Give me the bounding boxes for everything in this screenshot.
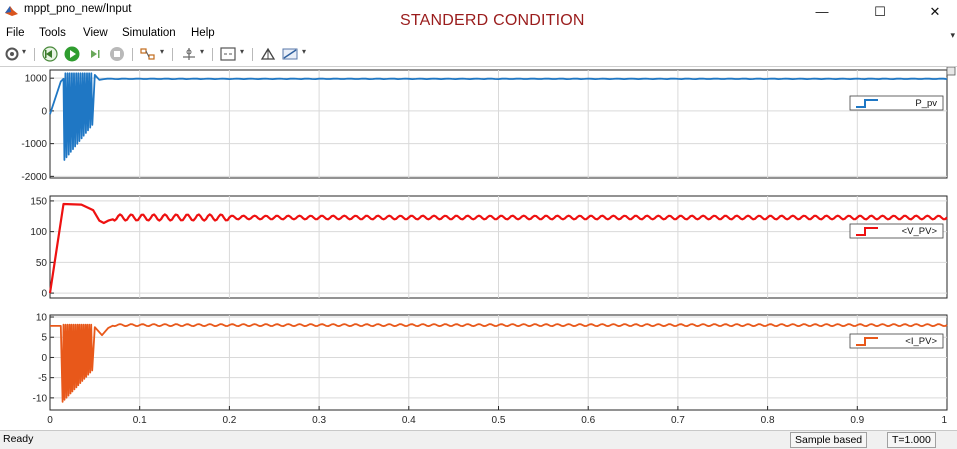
status-time: T=1.000 bbox=[887, 432, 936, 448]
y-tick-label: -10 bbox=[33, 393, 48, 404]
legend-label-3: <I_PV> bbox=[905, 336, 937, 347]
scope-plot-area: 1000 0 -1000 -2000 P_pv 150 100 50 0 <V_PV> 10 5 0 -5… bbox=[0, 66, 957, 431]
x-tick-label: 0.9 bbox=[850, 415, 864, 426]
style-icon[interactable] bbox=[280, 45, 300, 63]
scope-plots[interactable]: 10000-1000-2000P_pv150100500<V_PV>1050-5… bbox=[0, 66, 957, 431]
x-tick-label: 1 bbox=[941, 415, 947, 426]
undock-icon[interactable] bbox=[946, 66, 956, 76]
style-dropdown-icon[interactable]: ▾ bbox=[302, 47, 307, 56]
series-line-2 bbox=[48, 202, 948, 294]
legend-swatch-3 bbox=[856, 337, 878, 346]
x-tick-label: 0.6 bbox=[581, 415, 595, 426]
run-icon[interactable] bbox=[62, 45, 82, 63]
x-tick-label: 0.2 bbox=[222, 415, 236, 426]
autoscale-icon[interactable] bbox=[258, 45, 278, 63]
highlight-dropdown-icon[interactable]: ▾ bbox=[160, 47, 165, 56]
cursor-icon[interactable] bbox=[180, 45, 198, 63]
window-title: mppt_pno_new/Input bbox=[24, 3, 132, 15]
matlab-logo-icon bbox=[4, 3, 19, 18]
y-tick-label: 150 bbox=[30, 196, 47, 207]
series-line-1 bbox=[49, 72, 948, 161]
minimize-button[interactable]: — bbox=[815, 4, 829, 19]
cursor-dropdown-icon[interactable]: ▾ bbox=[200, 47, 205, 56]
status-sample-mode: Sample based bbox=[790, 432, 868, 448]
expand-menu-icon[interactable]: ▾ bbox=[950, 30, 955, 40]
x-tick-label: 0.8 bbox=[761, 415, 775, 426]
menu-tools[interactable]: Tools bbox=[39, 27, 66, 39]
y-tick-label: -5 bbox=[38, 373, 47, 384]
step-back-icon[interactable] bbox=[40, 45, 60, 63]
legend-label-1: P_pv bbox=[915, 98, 937, 109]
close-button[interactable]: ✕ bbox=[929, 4, 941, 19]
x-tick-label: 0.1 bbox=[133, 415, 147, 426]
banner-title: STANDERD CONDITION bbox=[400, 12, 585, 29]
y-tick-label: 100 bbox=[30, 227, 47, 238]
legend-label-2: <V_PV> bbox=[902, 226, 938, 237]
toolbar: ▾ ▾ ▾ ▾ ▾ bbox=[0, 45, 957, 63]
zoom-fit-icon[interactable] bbox=[218, 45, 238, 63]
menu-simulation[interactable]: Simulation bbox=[122, 27, 176, 39]
step-forward-icon[interactable] bbox=[85, 45, 105, 63]
settings-dropdown-icon[interactable]: ▾ bbox=[22, 47, 27, 56]
y-tick-label: 1000 bbox=[25, 74, 48, 85]
menu-help[interactable]: Help bbox=[191, 27, 215, 39]
maximize-button[interactable]: ☐ bbox=[874, 4, 886, 19]
x-tick-label: 0.3 bbox=[312, 415, 326, 426]
y-tick-label: 5 bbox=[41, 333, 47, 344]
legend-swatch-2 bbox=[856, 227, 878, 236]
settings-icon[interactable] bbox=[4, 45, 20, 63]
y-tick-label: 0 bbox=[41, 353, 47, 364]
y-tick-label: -2000 bbox=[21, 172, 47, 183]
menu-view[interactable]: View bbox=[83, 27, 108, 39]
y-tick-label: 10 bbox=[36, 313, 48, 324]
status-ready: Ready bbox=[3, 433, 34, 445]
x-tick-label: 0.4 bbox=[402, 415, 416, 426]
y-tick-label: 0 bbox=[41, 106, 47, 117]
legend-swatch-1 bbox=[856, 99, 878, 108]
x-tick-label: 0 bbox=[47, 415, 53, 426]
title-bar: mppt_pno_new/Input STANDERD CONDITION — … bbox=[0, 0, 957, 29]
menu-file[interactable]: File bbox=[6, 27, 25, 39]
stop-icon[interactable] bbox=[107, 45, 127, 63]
y-tick-label: 50 bbox=[36, 258, 48, 269]
y-tick-label: -1000 bbox=[21, 139, 47, 150]
highlight-icon[interactable] bbox=[138, 45, 158, 63]
series-line-3 bbox=[50, 323, 948, 403]
zoom-dropdown-icon[interactable]: ▾ bbox=[240, 47, 245, 56]
status-bar: Ready Sample based T=1.000 bbox=[0, 430, 957, 449]
x-tick-label: 0.7 bbox=[671, 415, 685, 426]
x-tick-label: 0.5 bbox=[492, 415, 506, 426]
y-tick-label: 0 bbox=[41, 289, 47, 300]
